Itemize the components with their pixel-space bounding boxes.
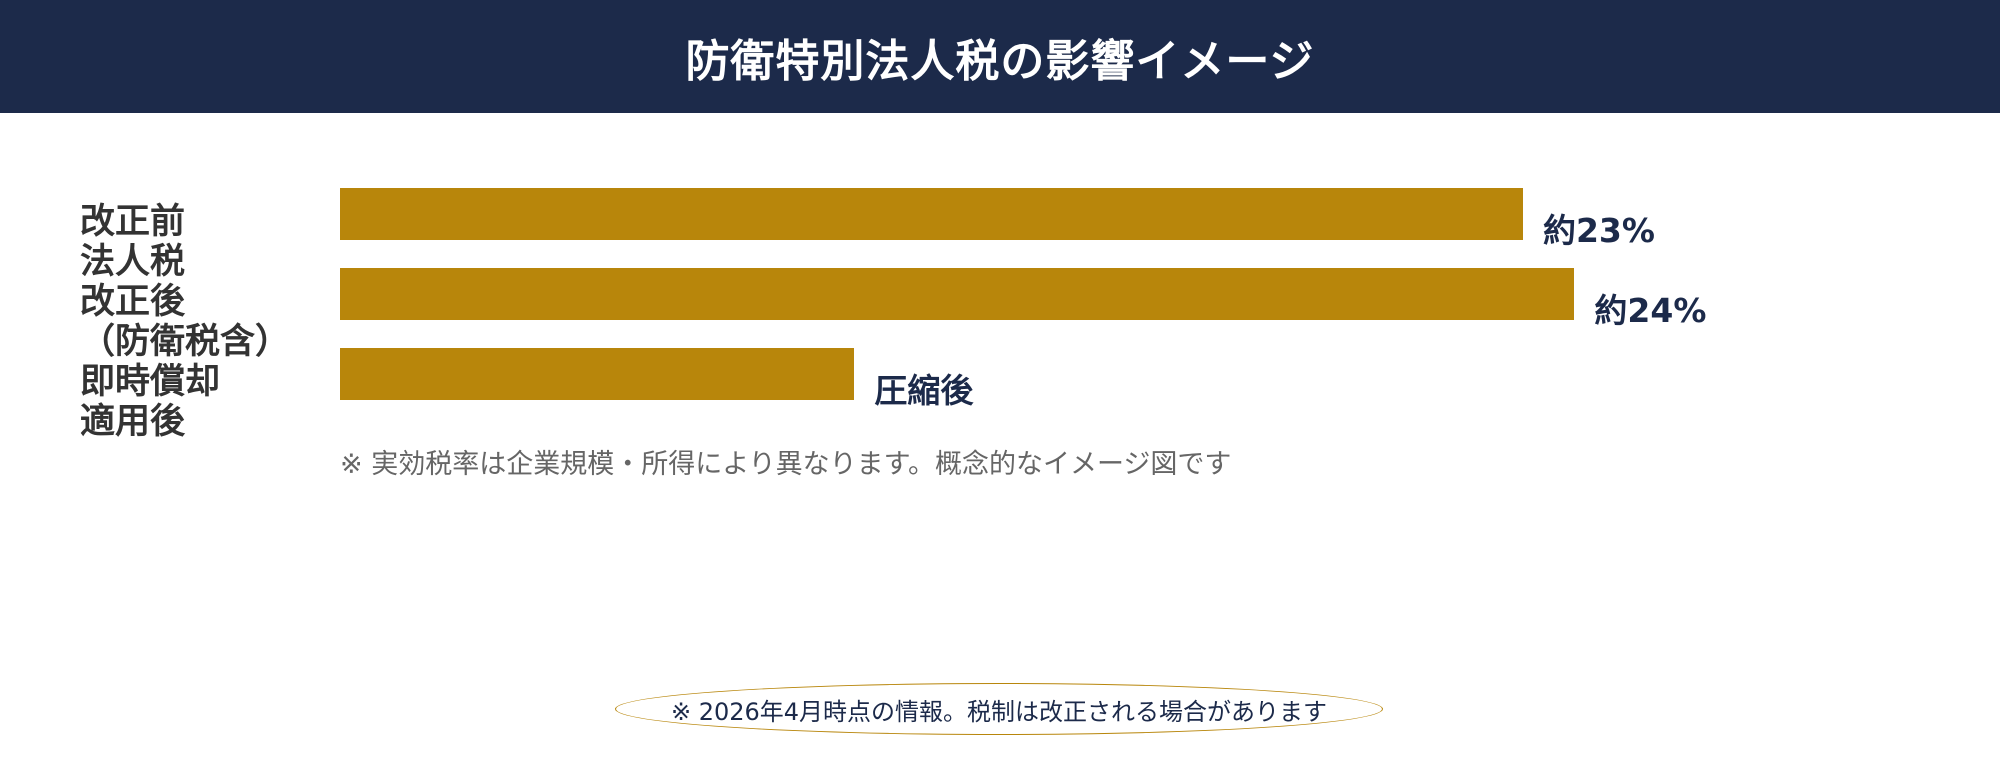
bar (340, 268, 1575, 320)
bar (340, 348, 855, 400)
footer-note: ※ 2026年4月時点の情報。税制は改正される場合があります (670, 697, 1328, 726)
chart-note: ※ 実効税率は企業規模・所得により異なります。概念的なイメージ図です (340, 449, 1232, 480)
bar-value-label: 約24% (1594, 291, 1707, 330)
category-label: 即時償却 適用後 (80, 362, 221, 442)
bar (340, 188, 1523, 240)
page-title: 防衛特別法人税の影響イメージ (685, 35, 1315, 87)
bar-value-label: 圧縮後 (874, 371, 974, 410)
bar-value-label: 約23% (1542, 211, 1655, 250)
footer-note-oval: ※ 2026年4月時点の情報。税制は改正される場合があります (615, 683, 1383, 735)
header-banner: 防衛特別法人税の影響イメージ (0, 0, 2000, 113)
category-label: 改正前 法人税 (80, 202, 186, 282)
category-label: 改正後 （防衛税含） (80, 282, 291, 362)
